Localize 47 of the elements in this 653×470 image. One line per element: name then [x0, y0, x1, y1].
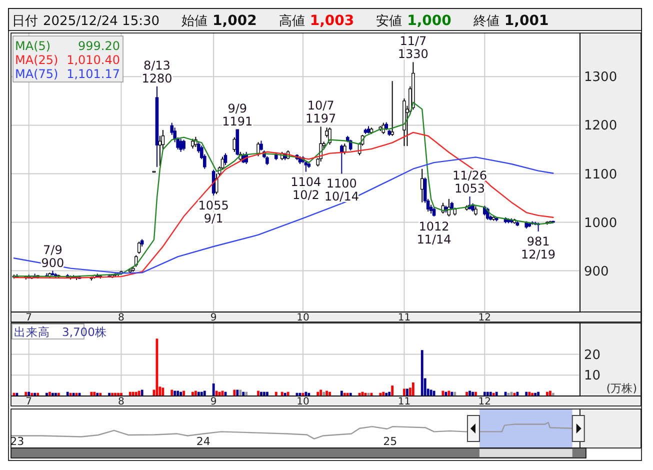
text: 始値	[182, 14, 208, 29]
x-tick-label: 12	[478, 312, 492, 324]
annotation: 8/13 1280	[142, 58, 172, 86]
text: 1,003	[310, 13, 354, 29]
y-tick-label: 1000	[584, 216, 618, 231]
x-tick-label: 7	[26, 396, 32, 408]
annotation: 11/7 1330	[398, 34, 428, 62]
text: 1,002	[212, 13, 257, 29]
x-tick-label: 11	[398, 312, 411, 324]
x-tick-label: 7	[26, 312, 32, 324]
annotation: 1,010.40	[66, 53, 120, 67]
annotation: 1,101.17	[66, 67, 120, 81]
y-tick-label: 20	[584, 348, 601, 363]
annotation: 10/7 1197	[306, 98, 336, 126]
text: 高値	[278, 13, 305, 29]
x-tick-label: 11	[398, 396, 411, 408]
y-tick-label: 1100	[584, 167, 618, 182]
y-axis-title: (万株)	[606, 382, 637, 395]
x-tick-label: 24	[196, 435, 210, 448]
text: 日付	[12, 14, 38, 29]
y-tick-label: 1200	[584, 118, 618, 134]
annotation: 1012 11/14	[416, 219, 452, 246]
y-tick-label: 1300	[584, 70, 618, 86]
text: 終値	[472, 14, 500, 29]
annotation: 1104 10/2	[290, 174, 322, 202]
text: 1,000	[407, 13, 452, 29]
y-tick-label: 10	[584, 368, 601, 384]
x-tick-label: 9	[210, 312, 217, 324]
annotation: 999.20	[78, 39, 120, 53]
x-tick-label: 10	[296, 312, 310, 324]
text: MA(5)	[15, 39, 51, 53]
x-tick-label: 9	[210, 396, 217, 408]
x-tick-label: 8	[118, 396, 124, 408]
x-tick-label: 25	[383, 435, 398, 448]
x-tick-label: 8	[118, 312, 124, 324]
text: MA(25)	[15, 53, 58, 67]
y-tick-label: 900	[584, 264, 609, 280]
x-tick-label: 10	[296, 396, 310, 408]
x-tick-label: 12	[478, 396, 492, 408]
text: 2025/12/24 15:30	[43, 14, 160, 29]
annotation: 981 12/19	[520, 234, 556, 262]
text: MA(75)	[15, 67, 58, 81]
annotation: 1055 9/1	[198, 198, 229, 226]
text: 安値	[376, 13, 402, 29]
annotation: 9/9 1191	[222, 102, 253, 129]
text: 1,001	[504, 13, 549, 29]
annotation: 1100 10/14	[324, 176, 359, 204]
